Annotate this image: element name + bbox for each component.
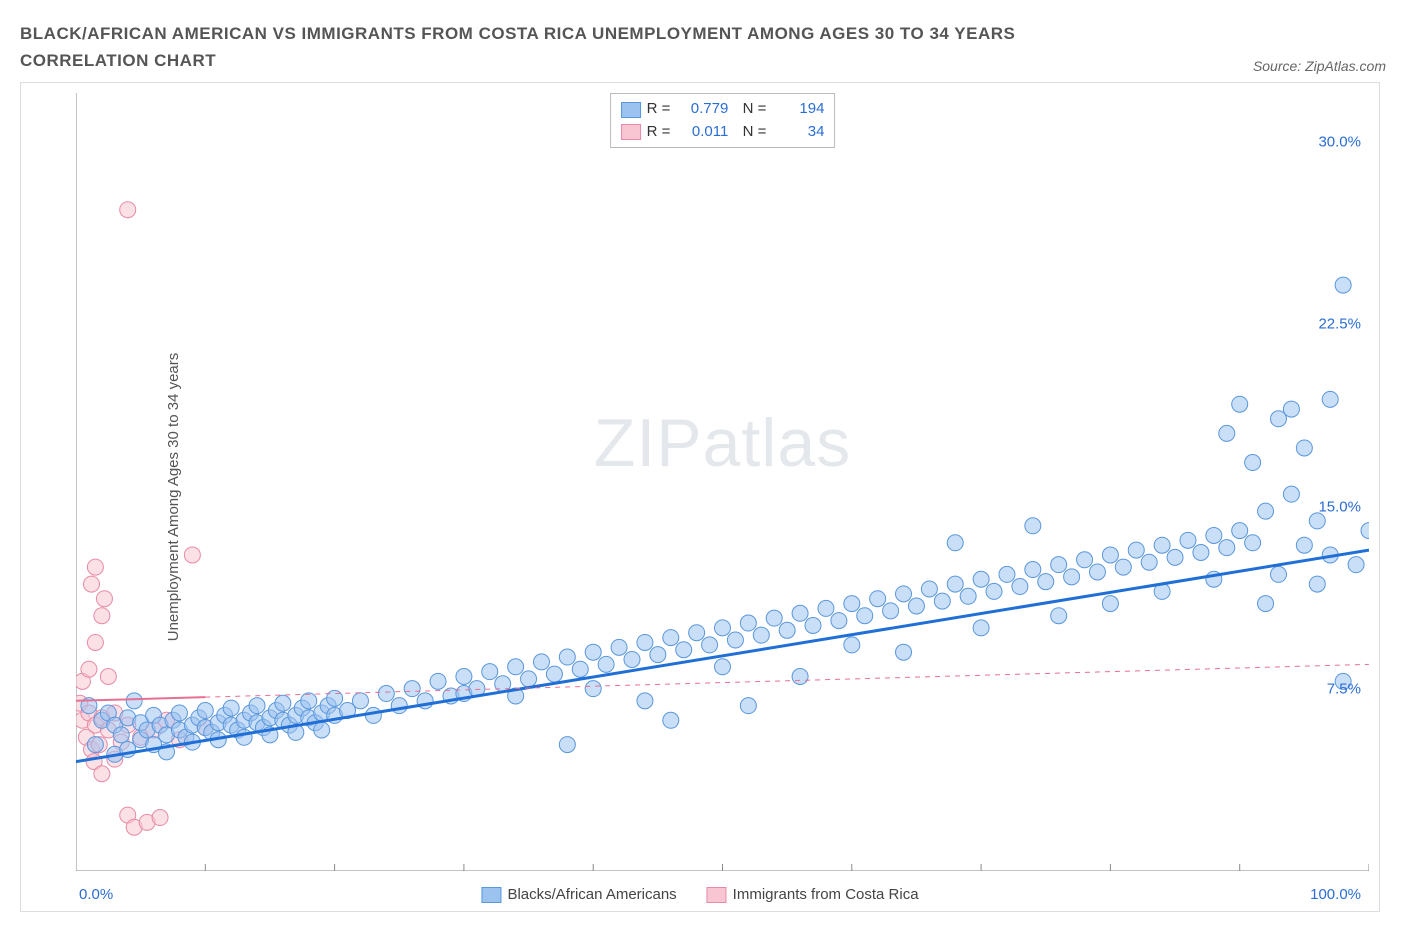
x-axis-max: 100.0% bbox=[1310, 886, 1361, 903]
legend-item-0: Blacks/African Americans bbox=[481, 886, 676, 903]
source-text: Source: ZipAtlas.com bbox=[1253, 58, 1386, 74]
legend-stats-row-1: R = 0.011 N = 34 bbox=[621, 121, 825, 144]
legend-r-value-0: 0.779 bbox=[676, 98, 728, 121]
y-tick-label: 22.5% bbox=[1318, 316, 1361, 333]
chart-title: BLACK/AFRICAN AMERICAN VS IMMIGRANTS FRO… bbox=[20, 20, 1120, 74]
y-tick-label: 15.0% bbox=[1318, 498, 1361, 515]
legend-swatch-bottom-1 bbox=[707, 887, 727, 903]
legend-r-label: R = bbox=[647, 98, 671, 121]
legend-stats-row-0: R = 0.779 N = 194 bbox=[621, 98, 825, 121]
y-tick-label: 30.0% bbox=[1318, 134, 1361, 151]
legend-stats: R = 0.779 N = 194 R = 0.011 N = 34 bbox=[610, 93, 836, 148]
x-axis-min: 0.0% bbox=[79, 886, 113, 903]
plot-area: ZIPatlas R = 0.779 N = 194 R = 0.011 N =… bbox=[76, 93, 1369, 871]
legend-swatch-0 bbox=[621, 102, 641, 118]
chart-container: Unemployment Among Ages 30 to 34 years Z… bbox=[20, 82, 1380, 912]
scatter-svg bbox=[76, 93, 1369, 871]
legend-bottom: Blacks/African Americans Immigrants from… bbox=[481, 886, 918, 903]
y-tick-label: 7.5% bbox=[1327, 681, 1361, 698]
legend-label-0: Blacks/African Americans bbox=[507, 886, 676, 903]
legend-swatch-1 bbox=[621, 124, 641, 140]
legend-n-label: N = bbox=[734, 121, 766, 144]
legend-item-1: Immigrants from Costa Rica bbox=[707, 886, 919, 903]
legend-r-value-1: 0.011 bbox=[676, 121, 728, 144]
legend-swatch-bottom-0 bbox=[481, 887, 501, 903]
legend-n-label: N = bbox=[734, 98, 766, 121]
header: BLACK/AFRICAN AMERICAN VS IMMIGRANTS FRO… bbox=[20, 20, 1386, 74]
legend-n-value-0: 194 bbox=[772, 98, 824, 121]
legend-label-1: Immigrants from Costa Rica bbox=[733, 886, 919, 903]
legend-r-label: R = bbox=[647, 121, 671, 144]
legend-n-value-1: 34 bbox=[772, 121, 824, 144]
